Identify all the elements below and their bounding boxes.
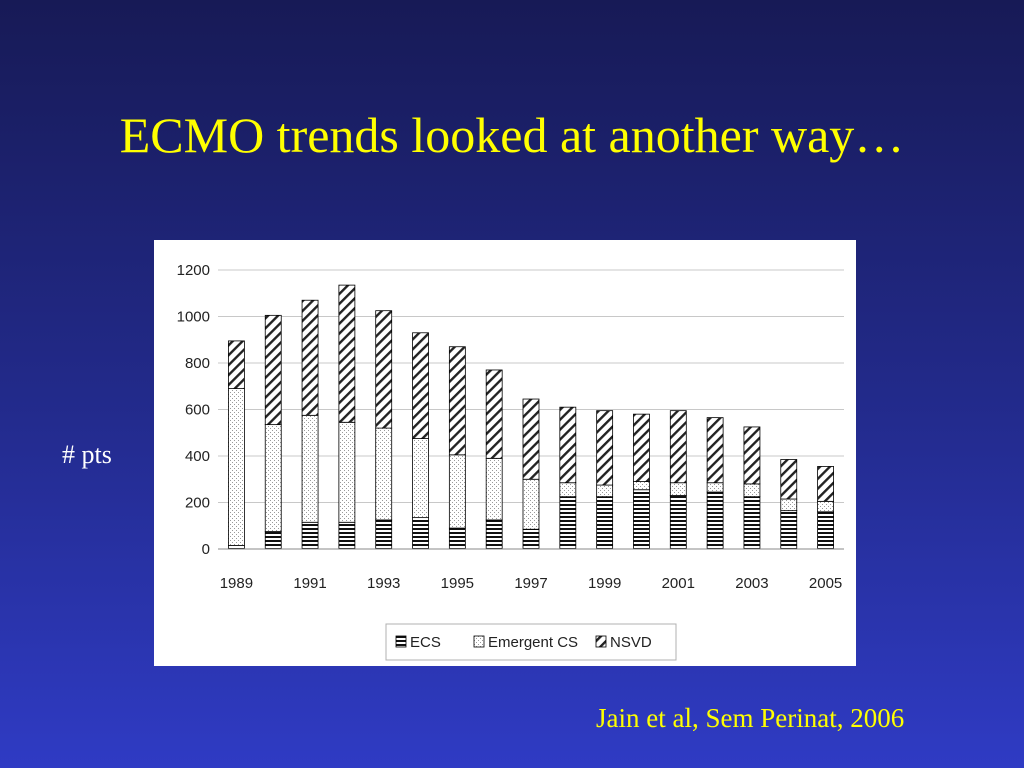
bar-segment-ecs-1995 [448, 527, 466, 550]
bar-segment-emergent-cs-2001 [669, 482, 687, 496]
y-tick-label: 1200 [177, 262, 210, 279]
bar-segment-nsvd-2003 [743, 426, 761, 485]
bar-segment-emergent-cs-2004 [780, 498, 798, 512]
bar-segment-emergent-cs-1992 [338, 421, 356, 523]
bar-segment-emergent-cs-1998 [559, 482, 577, 498]
bar-segment-nsvd-2000 [633, 413, 650, 482]
bar-segment-emergent-cs-1995 [448, 454, 466, 529]
bar-segment-ecs-1989 [228, 545, 245, 550]
bar-segment-ecs-2003 [743, 496, 761, 550]
bar-segment-emergent-cs-1989 [228, 388, 245, 546]
bar-segment-ecs-1990 [264, 531, 282, 550]
bar-segment-emergent-cs-1997 [522, 478, 540, 530]
bar-segment-nsvd-1997 [522, 398, 540, 480]
bar-segment-ecs-1991 [301, 521, 319, 550]
bar-segment-emergent-cs-2005 [817, 500, 834, 513]
bar-segment-emergent-cs-2000 [633, 481, 650, 491]
bar-segment-nsvd-1991 [301, 299, 319, 416]
bar-segment-emergent-cs-1993 [375, 427, 393, 521]
legend-swatch-emergent-cs [473, 635, 485, 648]
bar-segment-ecs-2005 [817, 511, 834, 550]
bar-segment-ecs-1996 [485, 519, 503, 550]
x-tick-label: 1999 [588, 575, 621, 592]
bar-segment-emergent-cs-1996 [485, 457, 503, 521]
bar-segment-ecs-1992 [338, 521, 356, 550]
bar-segment-nsvd-1999 [596, 410, 614, 486]
bar-segment-emergent-cs-1994 [412, 438, 429, 519]
bar-segment-nsvd-1994 [412, 332, 429, 439]
y-axis-caption: # pts [62, 440, 112, 469]
legend-label-emergent-cs: Emergent CS [488, 634, 578, 651]
citation: Jain et al, Sem Perinat, 2006 [596, 703, 905, 733]
bar-segment-ecs-1994 [412, 517, 429, 550]
bar-segment-nsvd-1993 [375, 310, 393, 429]
legend-swatch-ecs [395, 635, 407, 648]
stacked-bar-chart: 0 200 400 600 800 1000 1200 1989 1991 1993 1995 199… [177, 262, 844, 661]
legend-label-ecs: ECS [410, 634, 441, 651]
y-tick-label: 400 [185, 448, 210, 465]
bar-segment-nsvd-2002 [706, 417, 724, 484]
y-tick-label: 600 [185, 402, 210, 419]
bar-segment-nsvd-2001 [669, 410, 687, 484]
bar-segment-ecs-1998 [559, 496, 577, 550]
bar-segment-nsvd-1992 [338, 284, 356, 423]
legend-label-nsvd: NSVD [610, 634, 652, 651]
bar-segment-emergent-cs-2002 [706, 482, 724, 493]
bar-segment-emergent-cs-1999 [596, 484, 614, 498]
x-tick-label: 1997 [514, 575, 547, 592]
x-tick-label: 1993 [367, 575, 400, 592]
slide-title: ECMO trends looked at another way… [119, 107, 905, 163]
bar-segment-nsvd-1995 [448, 346, 466, 456]
x-tick-label: 1991 [293, 575, 326, 592]
y-tick-label: 200 [185, 495, 210, 512]
x-tick-label: 1989 [220, 575, 253, 592]
bar-segment-emergent-cs-1990 [264, 424, 282, 532]
bar-segment-ecs-2004 [780, 510, 798, 550]
bar-segment-nsvd-1989 [228, 340, 245, 389]
bar-segment-nsvd-1998 [559, 406, 577, 484]
bar-segment-nsvd-2005 [817, 466, 834, 502]
bar-segment-emergent-cs-1991 [301, 414, 319, 523]
bar-segment-ecs-2002 [706, 491, 724, 550]
legend-box [385, 623, 677, 661]
y-tick-label: 1000 [177, 309, 210, 326]
bar-segment-nsvd-2004 [780, 459, 798, 500]
bar-segment-emergent-cs-2003 [743, 483, 761, 498]
bar-segment-ecs-2000 [633, 489, 650, 550]
y-tick-label: 0 [202, 541, 210, 558]
bar-segment-ecs-2001 [669, 495, 687, 550]
chart-panel: 0 200 400 600 800 1000 1200 1989 1991 1993 1995 199… [154, 240, 856, 666]
legend-swatch-nsvd [595, 635, 607, 648]
bar-segment-ecs-1999 [596, 496, 614, 550]
bar-segment-ecs-1997 [522, 528, 540, 550]
x-tick-label: 1995 [441, 575, 474, 592]
x-tick-label: 2003 [735, 575, 768, 592]
x-tick-label: 2001 [662, 575, 695, 592]
bar-segment-nsvd-1996 [485, 369, 503, 459]
x-tick-label: 2005 [809, 575, 842, 592]
bar-segment-ecs-1993 [375, 519, 393, 550]
bar-segment-nsvd-1990 [264, 314, 282, 426]
y-tick-label: 800 [185, 355, 210, 372]
